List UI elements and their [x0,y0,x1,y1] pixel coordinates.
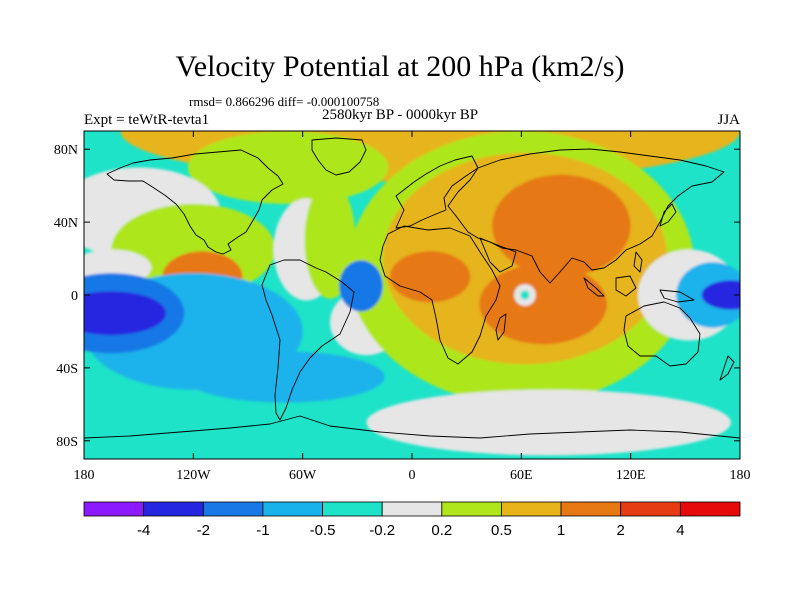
experiment-label: Expt = teWtR-tevta1 [84,112,210,128]
arabia-coastline [479,237,517,273]
colorbar-label: 2 [617,522,625,539]
australia-coastline [623,301,701,367]
colorbar-swatch [679,501,741,517]
philippines-coastline [633,251,643,273]
y-tick-label: 80N [54,143,78,158]
japan-coastline [659,203,677,227]
colorbar-label: -1 [256,522,269,539]
colorbar-swatch [501,501,562,517]
y-tick-label: 80S [56,435,78,450]
colorbar-label: 0.2 [431,522,452,539]
colorbar-swatch [322,501,383,517]
colorbar-swatch [441,501,502,517]
contour-region-atlantic-positive [304,182,356,299]
coastlines [84,137,740,439]
colorbar-label: -0.2 [369,522,395,539]
colorbar-swatch [560,501,622,517]
x-tick-label: 120W [176,468,211,483]
colorbar-swatch [83,501,145,517]
colorbar-swatch [620,501,681,517]
y-tick-label: 40N [54,216,78,231]
colorbar-label: 1 [557,522,565,539]
colorbar-label: -0.5 [310,522,336,539]
x-tick-label: 180 [74,468,95,483]
colorbar-swatch [202,501,264,517]
y-tick-label: 0 [71,289,78,304]
colorbar-legend: -4 -2 -1 -0.5 -0.2 0.2 0.5 1 2 4 [83,501,741,539]
asia-coastline [447,148,725,284]
contour-region-southern-ocean-neutral [366,389,731,456]
contour-region-south-pacific-min [84,291,166,336]
y-axis: 80N 40N 0 40S 80S [54,143,740,450]
contour-region-indian-ocean-eddy-core [520,290,530,300]
contour-region-south-atlantic-negative [184,351,385,403]
contour-region-africa-max [390,251,471,303]
north-america-coastline [106,149,284,255]
x-tick-label: 60W [289,468,317,483]
south-america-coastline [261,259,355,421]
contour-region-south-america-negative [339,260,383,312]
madagascar-coastline [495,313,507,341]
time-period-label: 2580kyr BP - 0000kyr BP [322,107,479,123]
colorbar-swatch [262,501,323,517]
rmsd-diff-stats: rmsd= 0.866296 diff= -0.000100758 [189,94,380,109]
contour-region-north-atlantic-positive [187,131,389,204]
x-tick-label: 180 [730,468,751,483]
x-tick-label: 120E [616,468,646,483]
colorbar-swatch [381,501,443,517]
chart-title: Velocity Potential at 200 hPa (km2/s) [175,50,625,83]
borneo-coastline [615,275,637,297]
colorbar-swatch [143,501,204,517]
x-tick-label: 0 [409,468,416,483]
colorbar-label: -4 [137,522,150,539]
x-axis: 180 120W 60W 0 60E 120E 180 [74,131,751,483]
colorbar-label: 0.5 [491,522,512,539]
contour-region-asia-max [492,174,631,277]
new-zealand-coastline [719,355,735,381]
y-tick-label: 40S [56,362,78,377]
antarctica-coastline [84,415,740,439]
contour-fill-layer [84,131,740,459]
new-guinea-coastline [659,289,695,303]
contour-region-western-pacific-min [701,280,740,310]
x-tick-label: 60E [510,468,533,483]
sumatra-coastline [583,277,605,297]
greenland-coastline [311,137,367,176]
contour-region-indian-ocean-max [479,264,607,345]
africa-coastline [379,225,501,365]
colorbar-label: 4 [676,522,684,539]
season-label: JJA [717,112,740,128]
colorbar-label: -2 [197,522,210,539]
